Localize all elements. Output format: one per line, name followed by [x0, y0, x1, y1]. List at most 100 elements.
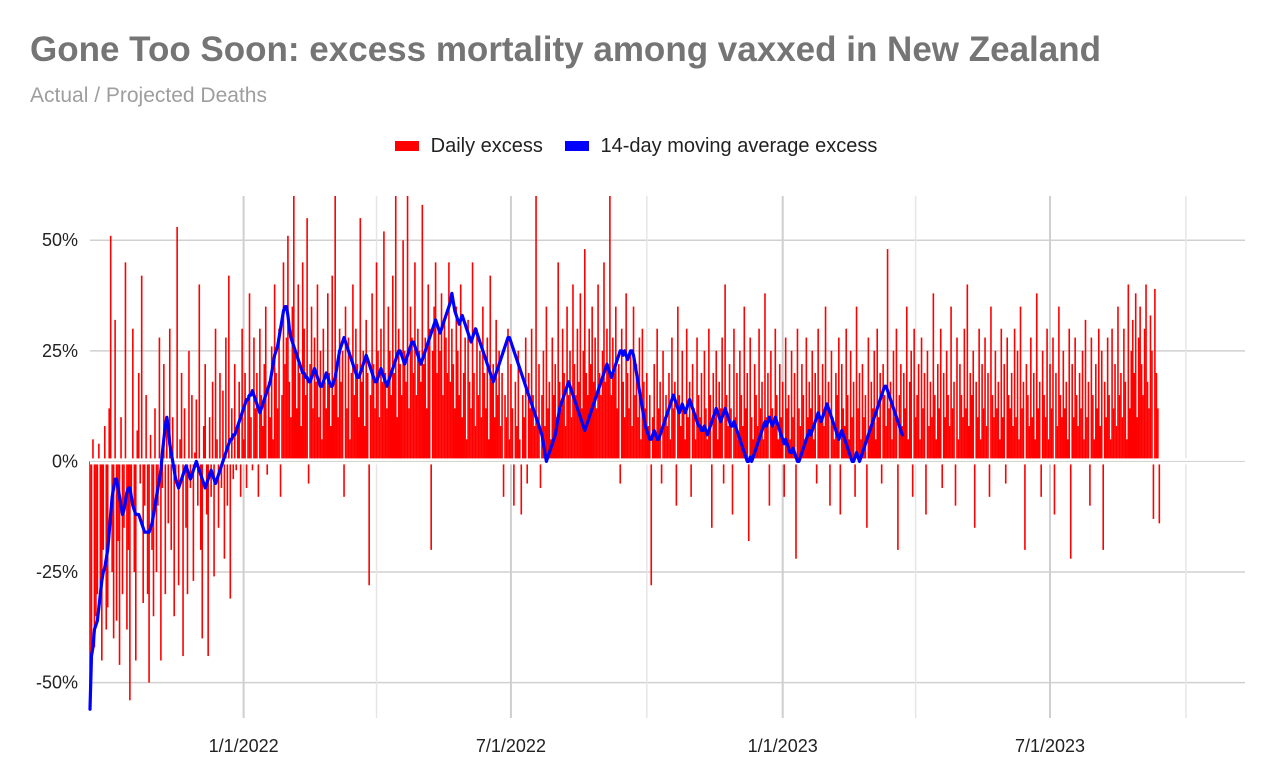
daily-excess-bar: [176, 226, 178, 462]
daily-excess-bar: [1007, 395, 1010, 462]
daily-excess-bar: [498, 350, 500, 462]
daily-excess-bar: [679, 426, 682, 462]
daily-excess-bar: [158, 337, 161, 462]
daily-excess-bar: [1130, 350, 1133, 462]
daily-excess-bar: [384, 372, 387, 462]
daily-excess-bar: [699, 417, 701, 462]
daily-excess-bar: [744, 408, 747, 462]
daily-excess-bar: [672, 408, 675, 462]
daily-excess-bar: [120, 417, 122, 462]
daily-excess-bar: [337, 417, 339, 462]
daily-excess-bar: [914, 417, 917, 462]
daily-excess-bar: [154, 408, 156, 462]
daily-excess-bar: [217, 461, 220, 528]
daily-excess-bar: [1012, 426, 1014, 462]
daily-excess-bar: [298, 372, 301, 462]
daily-excess-bar: [629, 350, 632, 462]
daily-excess-bar: [514, 381, 517, 462]
daily-excess-bar: [1123, 328, 1125, 462]
daily-excess-bar: [403, 350, 406, 462]
daily-excess-bar: [297, 284, 300, 462]
legend-item-daily-excess[interactable]: Daily excess: [394, 135, 543, 158]
daily-excess-bar: [858, 372, 861, 462]
daily-excess-bar: [552, 395, 555, 462]
daily-excess-bar: [802, 395, 805, 462]
daily-excess-bar: [990, 306, 992, 462]
daily-excess-bar: [972, 350, 975, 462]
daily-excess-bar: [267, 381, 270, 462]
daily-excess-bar: [889, 381, 892, 462]
daily-excess-bar: [725, 395, 728, 462]
daily-excess-bar: [752, 439, 754, 462]
daily-excess-bar: [1066, 439, 1069, 462]
daily-excess-bar: [425, 408, 428, 462]
daily-excess-bar: [1028, 426, 1031, 462]
daily-excess-bar: [380, 328, 382, 462]
daily-excess-bar: [1109, 439, 1112, 462]
daily-excess-bar: [468, 381, 471, 462]
daily-excess-bar: [969, 372, 972, 462]
daily-excess-bar: [508, 439, 511, 462]
daily-excess-bar: [146, 461, 149, 595]
daily-excess-bar: [219, 372, 221, 462]
daily-excess-bar: [713, 417, 716, 462]
daily-excess-bar: [191, 395, 193, 462]
daily-excess-bar: [170, 461, 173, 550]
daily-excess-bar: [583, 249, 586, 462]
daily-excess-bar: [570, 417, 573, 462]
daily-excess-bar: [771, 408, 774, 462]
daily-excess-bar: [1103, 381, 1106, 462]
daily-excess-bar: [335, 364, 338, 462]
daily-excess-bar: [982, 408, 985, 462]
daily-excess-bar: [882, 364, 884, 462]
daily-excess-bar: [578, 381, 580, 462]
daily-excess-bar: [393, 372, 396, 462]
daily-excess-bar: [1090, 337, 1093, 462]
daily-excess-bar: [239, 461, 242, 497]
daily-excess-bar: [869, 426, 871, 462]
daily-excess-bar: [984, 337, 986, 462]
daily-excess-bar: [501, 372, 503, 462]
daily-excess-bar: [730, 408, 732, 462]
daily-excess-bar: [109, 235, 112, 462]
daily-excess-bar: [536, 417, 539, 462]
daily-excess-bar: [852, 381, 855, 462]
daily-excess-bar: [954, 461, 957, 506]
daily-excess-bar: [883, 395, 886, 462]
daily-excess-bar: [471, 262, 474, 462]
daily-excess-bar: [96, 461, 99, 595]
daily-excess-bar: [477, 395, 480, 462]
daily-excess-bar: [1000, 328, 1003, 462]
daily-excess-bar: [1058, 306, 1060, 462]
daily-excess-bar: [1111, 328, 1113, 462]
daily-excess-bar: [586, 395, 589, 462]
daily-excess-bar: [823, 426, 825, 462]
daily-excess-bar: [541, 395, 543, 462]
daily-excess-bar: [533, 426, 536, 462]
daily-excess-bar: [458, 395, 461, 462]
daily-excess-bar: [241, 328, 243, 462]
daily-excess-bar: [716, 439, 719, 462]
daily-excess-bar: [1137, 337, 1140, 462]
daily-excess-bar: [173, 461, 175, 617]
daily-excess-bar: [573, 364, 576, 462]
daily-excess-bar: [913, 328, 915, 462]
daily-excess-bar: [325, 408, 328, 462]
daily-excess-bar: [957, 439, 960, 462]
daily-excess-bar: [1106, 337, 1109, 462]
daily-excess-bar: [632, 306, 635, 462]
daily-excess-bar: [897, 461, 899, 550]
daily-excess-bar: [340, 381, 342, 462]
daily-excess-bar: [1062, 350, 1065, 462]
daily-excess-bar: [1157, 408, 1159, 462]
daily-excess-bar: [724, 284, 726, 462]
daily-excess-bar: [978, 328, 980, 462]
legend-item-moving-average[interactable]: 14-day moving average excess: [564, 135, 877, 158]
daily-excess-bar: [939, 328, 942, 462]
daily-excess-bar: [746, 372, 749, 462]
daily-excess-bar: [694, 439, 697, 462]
daily-excess-bar: [1148, 408, 1150, 462]
daily-excess-bar: [567, 395, 570, 462]
daily-excess-bar: [613, 372, 616, 462]
daily-excess-bar: [452, 364, 455, 462]
